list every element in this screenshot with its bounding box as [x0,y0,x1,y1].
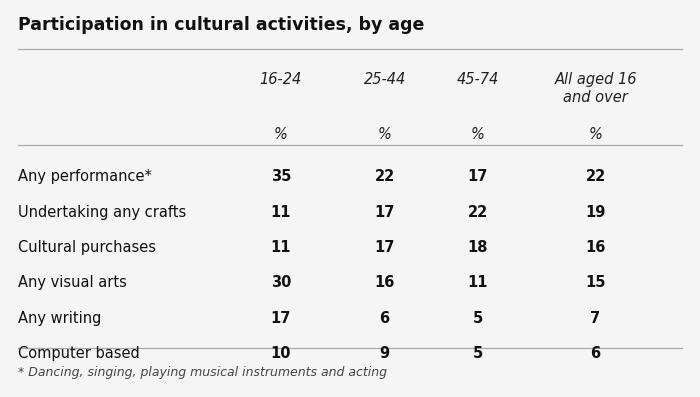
Text: 22: 22 [585,170,606,184]
Text: 6: 6 [591,346,601,361]
Text: All aged 16
and over: All aged 16 and over [554,72,637,104]
Text: 25-44: 25-44 [363,72,406,87]
Text: 16: 16 [374,276,395,291]
Text: %: % [274,127,288,142]
Text: 30: 30 [271,276,291,291]
Text: 11: 11 [468,276,488,291]
Text: Any writing: Any writing [18,311,102,326]
Text: %: % [589,127,603,142]
Text: 17: 17 [468,170,488,184]
Text: Any visual arts: Any visual arts [18,276,127,291]
Text: 35: 35 [271,170,291,184]
Text: 19: 19 [585,205,606,220]
Text: * Dancing, singing, playing musical instruments and acting: * Dancing, singing, playing musical inst… [18,366,387,379]
Text: Participation in cultural activities, by age: Participation in cultural activities, by… [18,16,424,34]
Text: 22: 22 [468,205,488,220]
Text: Computer based: Computer based [18,346,140,361]
Text: 45-74: 45-74 [457,72,499,87]
Text: %: % [377,127,391,142]
Text: 17: 17 [271,311,291,326]
Text: 22: 22 [374,170,395,184]
Text: 16: 16 [585,240,606,255]
Text: 17: 17 [374,240,395,255]
Text: 6: 6 [379,311,390,326]
Text: 10: 10 [271,346,291,361]
Text: 5: 5 [473,346,483,361]
Text: 16-24: 16-24 [260,72,302,87]
Text: 9: 9 [379,346,390,361]
Text: 15: 15 [585,276,606,291]
Text: 7: 7 [591,311,601,326]
Text: 11: 11 [271,205,291,220]
Text: 18: 18 [468,240,488,255]
Text: Any performance*: Any performance* [18,170,152,184]
Text: %: % [471,127,485,142]
Text: Cultural purchases: Cultural purchases [18,240,156,255]
Text: 5: 5 [473,311,483,326]
Text: 17: 17 [374,205,395,220]
Text: 11: 11 [271,240,291,255]
Text: Undertaking any crafts: Undertaking any crafts [18,205,186,220]
